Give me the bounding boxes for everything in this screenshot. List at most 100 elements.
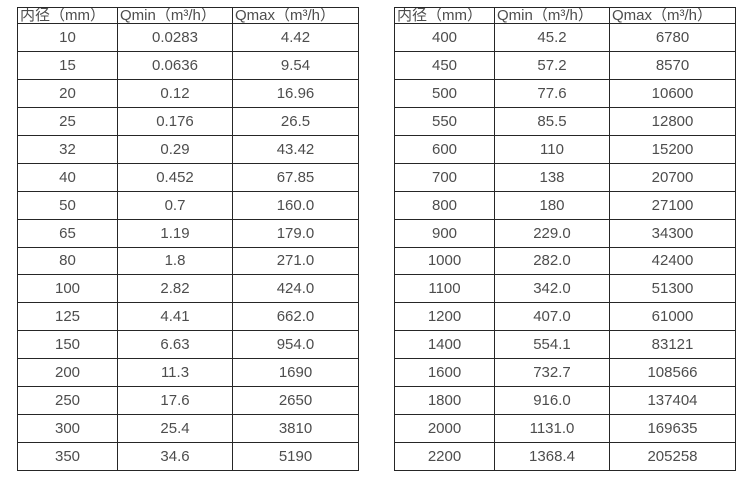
table-cell: 25 — [17, 106, 118, 136]
table-cell: 160.0 — [232, 190, 359, 220]
header-cell-qmax: Qmax（m³/h） — [609, 7, 736, 24]
table-cell: 6780 — [609, 23, 736, 52]
table-cell: 1600 — [394, 358, 495, 388]
table-cell: 67.85 — [232, 162, 359, 192]
table-row: 150 6.63 954.0 — [17, 330, 359, 360]
table-row: 800 180 27100 — [394, 190, 736, 220]
table-cell: 2650 — [232, 386, 359, 416]
table-cell: 200 — [17, 358, 118, 388]
table-cell: 0.0283 — [117, 23, 233, 52]
table-row: 300 25.4 3810 — [17, 414, 359, 444]
table-row: 125 4.41 662.0 — [17, 302, 359, 332]
table-cell: 1368.4 — [494, 442, 610, 471]
table-cell: 205258 — [609, 442, 736, 471]
table-cell: 1131.0 — [494, 414, 610, 444]
table-cell: 1400 — [394, 330, 495, 360]
table-cell: 32 — [17, 134, 118, 164]
table-cell: 100 — [17, 274, 118, 304]
table-cell: 150 — [17, 330, 118, 360]
table-header: 内径（mm） Qmin（m³/h） Qmax（m³/h） — [394, 7, 736, 24]
table-cell: 169635 — [609, 414, 736, 444]
table-row: 10 0.0283 4.42 — [17, 23, 359, 52]
table-row: 2200 1368.4 205258 — [394, 442, 736, 471]
table-cell: 407.0 — [494, 302, 610, 332]
table-cell: 51300 — [609, 274, 736, 304]
table-cell: 554.1 — [494, 330, 610, 360]
table-row: 450 57.2 8570 — [394, 50, 736, 80]
table-cell: 0.12 — [117, 78, 233, 108]
table-cell: 0.29 — [117, 134, 233, 164]
table-cell: 3810 — [232, 414, 359, 444]
header-row: 内径（mm） Qmin（m³/h） Qmax（m³/h） — [17, 7, 359, 24]
header-cell-diameter: 内径（mm） — [394, 7, 495, 24]
table-cell: 300 — [17, 414, 118, 444]
table-row: 80 1.8 271.0 — [17, 246, 359, 276]
table-cell: 85.5 — [494, 106, 610, 136]
table-cell: 25.4 — [117, 414, 233, 444]
table-cell: 0.452 — [117, 162, 233, 192]
table-row: 20 0.12 16.96 — [17, 78, 359, 108]
table-cell: 15200 — [609, 134, 736, 164]
table-cell: 15 — [17, 50, 118, 80]
table-body: 400 45.2 6780 450 57.2 8570 500 77.6 10600 550 85.… — [394, 23, 736, 471]
table-cell: 500 — [394, 78, 495, 108]
table-cell: 10 — [17, 23, 118, 52]
table-cell: 2.82 — [117, 274, 233, 304]
table-row: 350 34.6 5190 — [17, 442, 359, 471]
table-cell: 1690 — [232, 358, 359, 388]
flow-rate-tables: 内径（mm） Qmin（m³/h） Qmax（m³/h） 10 0.0283 4.4… — [17, 7, 736, 471]
table-cell: 400 — [394, 23, 495, 52]
table-cell: 954.0 — [232, 330, 359, 360]
table-cell: 916.0 — [494, 386, 610, 416]
table-body: 10 0.0283 4.42 15 0.0636 9.54 20 0.12 16.96 25 0.1… — [17, 23, 359, 471]
table-cell: 5190 — [232, 442, 359, 471]
table-cell: 2000 — [394, 414, 495, 444]
table-row: 250 17.6 2650 — [17, 386, 359, 416]
table-row: 900 229.0 34300 — [394, 218, 736, 248]
table-row: 1800 916.0 137404 — [394, 386, 736, 416]
flow-table-large-diameters: 内径（mm） Qmin（m³/h） Qmax（m³/h） 400 45.2 6780… — [394, 7, 736, 471]
table-cell: 2200 — [394, 442, 495, 471]
table-cell: 282.0 — [494, 246, 610, 276]
table-cell: 0.0636 — [117, 50, 233, 80]
table-cell: 1800 — [394, 386, 495, 416]
header-cell-qmin: Qmin（m³/h） — [117, 7, 233, 24]
header-cell-diameter: 内径（mm） — [17, 7, 118, 24]
table-row: 2000 1131.0 169635 — [394, 414, 736, 444]
table-row: 100 2.82 424.0 — [17, 274, 359, 304]
table-cell: 1.19 — [117, 218, 233, 248]
table-row: 1400 554.1 83121 — [394, 330, 736, 360]
table-cell: 12800 — [609, 106, 736, 136]
table-row: 40 0.452 67.85 — [17, 162, 359, 192]
table-cell: 550 — [394, 106, 495, 136]
table-cell: 250 — [17, 386, 118, 416]
table-row: 200 11.3 1690 — [17, 358, 359, 388]
table-row: 50 0.7 160.0 — [17, 190, 359, 220]
table-cell: 42400 — [609, 246, 736, 276]
table-cell: 138 — [494, 162, 610, 192]
table-cell: 45.2 — [494, 23, 610, 52]
table-cell: 34300 — [609, 218, 736, 248]
table-cell: 1.8 — [117, 246, 233, 276]
table-cell: 80 — [17, 246, 118, 276]
table-cell: 662.0 — [232, 302, 359, 332]
table-cell: 20700 — [609, 162, 736, 192]
table-cell: 342.0 — [494, 274, 610, 304]
header-cell-qmax: Qmax（m³/h） — [232, 7, 359, 24]
table-cell: 8570 — [609, 50, 736, 80]
table-cell: 800 — [394, 190, 495, 220]
table-cell: 61000 — [609, 302, 736, 332]
table-cell: 125 — [17, 302, 118, 332]
table-cell: 108566 — [609, 358, 736, 388]
table-cell: 1000 — [394, 246, 495, 276]
table-cell: 17.6 — [117, 386, 233, 416]
table-cell: 26.5 — [232, 106, 359, 136]
table-cell: 20 — [17, 78, 118, 108]
table-row: 550 85.5 12800 — [394, 106, 736, 136]
table-cell: 27100 — [609, 190, 736, 220]
table-cell: 10600 — [609, 78, 736, 108]
table-cell: 271.0 — [232, 246, 359, 276]
table-row: 32 0.29 43.42 — [17, 134, 359, 164]
table-cell: 77.6 — [494, 78, 610, 108]
table-cell: 43.42 — [232, 134, 359, 164]
